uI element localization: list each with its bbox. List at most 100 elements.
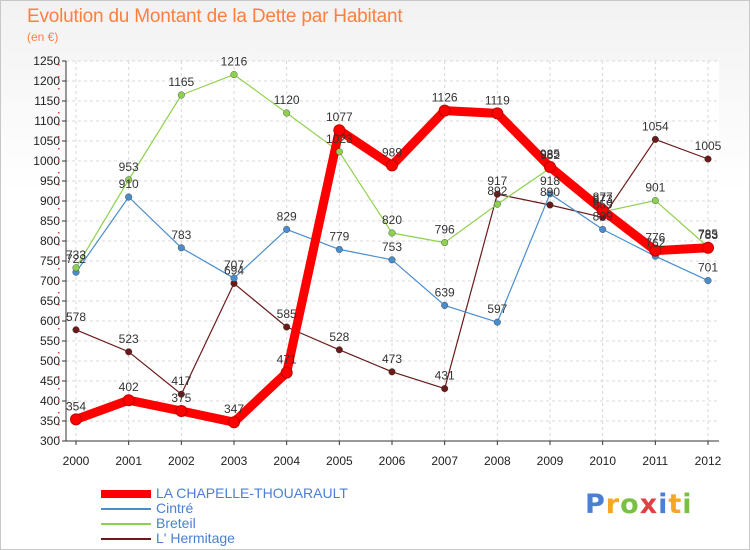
y-tick-label: 850 xyxy=(40,214,60,228)
data-label: 417 xyxy=(171,374,191,388)
axis-dot xyxy=(58,376,60,378)
legend-label: Cintré xyxy=(156,500,194,516)
axis-dot xyxy=(58,148,60,150)
data-label: 701 xyxy=(698,261,718,275)
data-label: 1023 xyxy=(326,132,353,146)
axis-dot xyxy=(58,292,60,294)
data-label: 779 xyxy=(329,229,349,243)
y-tick-label: 750 xyxy=(40,254,60,268)
data-point xyxy=(546,190,554,198)
data-point xyxy=(441,301,449,309)
y-tick-label: 700 xyxy=(40,274,60,288)
data-point xyxy=(388,229,396,237)
data-label: 523 xyxy=(119,332,139,346)
data-point xyxy=(230,71,238,79)
data-point xyxy=(72,264,80,272)
data-point xyxy=(333,124,346,137)
data-point xyxy=(438,104,451,117)
axis-dot xyxy=(58,256,60,258)
data-point xyxy=(388,256,396,264)
data-label: 859 xyxy=(593,197,613,211)
data-point xyxy=(388,368,396,376)
data-label: 829 xyxy=(277,209,297,223)
data-point xyxy=(335,346,343,354)
data-label: 471 xyxy=(277,353,297,367)
axis-dot xyxy=(58,64,60,66)
y-tick-label: 450 xyxy=(40,374,60,388)
data-point xyxy=(493,200,501,208)
y-tick-label: 600 xyxy=(40,314,60,328)
data-label: 528 xyxy=(329,330,349,344)
y-tick-label: 1050 xyxy=(33,134,60,148)
legend-label: L' Hermitage xyxy=(156,530,235,546)
axis-dot xyxy=(58,412,60,414)
data-label: 473 xyxy=(382,352,402,366)
data-label: 918 xyxy=(540,174,560,188)
data-label: 982 xyxy=(540,148,560,162)
logo-letter: x xyxy=(639,489,659,520)
x-tick-label: 2008 xyxy=(484,454,511,468)
axis-dot xyxy=(58,388,60,390)
data-label: 1120 xyxy=(274,93,300,107)
data-label: 707 xyxy=(224,258,244,272)
data-point xyxy=(596,204,609,217)
axis-dot xyxy=(58,340,60,342)
data-label: 917 xyxy=(487,174,507,188)
axis-dot xyxy=(58,208,60,210)
axis-dot xyxy=(58,100,60,102)
data-label: 901 xyxy=(645,181,665,195)
data-label: 1005 xyxy=(695,139,722,153)
axis-dot xyxy=(58,268,60,270)
legend-swatch-breteil xyxy=(101,523,151,525)
data-label: 375 xyxy=(171,391,191,405)
legend-swatch-cintre xyxy=(101,508,151,510)
axis-dot xyxy=(58,436,60,438)
axis-dot xyxy=(58,280,60,282)
data-point xyxy=(230,274,238,282)
axis-dot xyxy=(58,112,60,114)
data-label: 1077 xyxy=(326,110,353,124)
data-point xyxy=(651,197,659,205)
data-point xyxy=(125,348,133,356)
data-label: 597 xyxy=(487,302,507,316)
data-label: 722 xyxy=(66,252,86,266)
data-point xyxy=(335,148,343,156)
legend-label: Breteil xyxy=(156,515,196,531)
x-tick-label: 2011 xyxy=(642,454,668,468)
data-point xyxy=(283,109,291,117)
data-label: 347 xyxy=(224,402,244,416)
chart-subtitle: (en €) xyxy=(27,30,59,44)
x-tick-label: 2004 xyxy=(273,454,300,468)
y-tick-label: 650 xyxy=(40,294,60,308)
data-point xyxy=(493,190,501,198)
axis-dot xyxy=(58,232,60,234)
axis-dot xyxy=(58,328,60,330)
axis-dot xyxy=(58,400,60,402)
y-tick-label: 550 xyxy=(40,334,60,348)
data-point xyxy=(599,225,607,233)
data-label: 877 xyxy=(593,190,613,204)
y-tick-label: 500 xyxy=(40,354,60,368)
data-label: 776 xyxy=(645,231,665,245)
data-label: 873 xyxy=(593,192,613,206)
data-point xyxy=(441,385,449,393)
data-point xyxy=(175,405,188,417)
x-tick-label: 2010 xyxy=(589,454,616,468)
data-label: 985 xyxy=(540,147,560,161)
x-tick-label: 2000 xyxy=(63,454,90,468)
data-point xyxy=(493,318,501,326)
y-tick-label: 1250 xyxy=(33,54,60,68)
x-tick-label: 2012 xyxy=(695,454,722,468)
data-point xyxy=(72,326,80,334)
data-label: 753 xyxy=(382,240,402,254)
data-point xyxy=(283,225,291,233)
y-tick-label: 1200 xyxy=(33,74,60,88)
data-label: 783 xyxy=(698,228,718,242)
data-label: 1165 xyxy=(168,75,194,89)
axis-dot xyxy=(58,172,60,174)
data-point xyxy=(177,390,185,398)
data-label: 694 xyxy=(224,263,244,277)
data-label: 402 xyxy=(119,380,139,394)
legend-swatch-la-chapelle xyxy=(101,490,151,498)
data-point xyxy=(228,416,240,429)
